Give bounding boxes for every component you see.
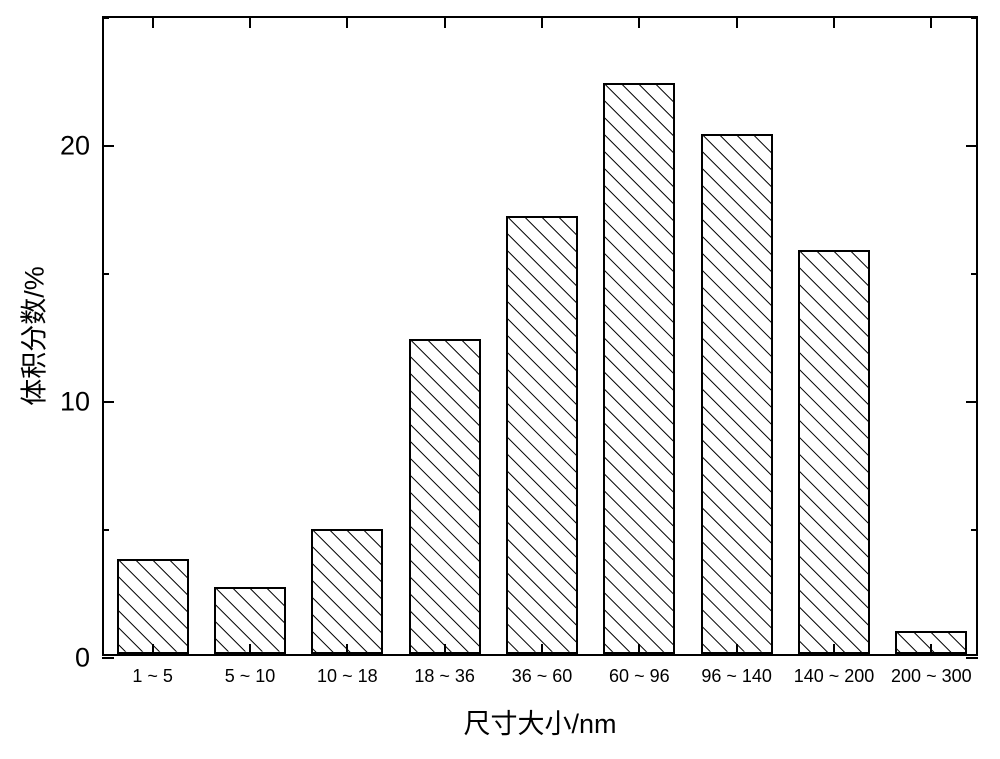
x-tick <box>930 16 932 28</box>
y-tick <box>102 145 114 147</box>
y-minor-tick <box>971 529 978 531</box>
x-tick-label: 18 ~ 36 <box>414 654 475 687</box>
bar <box>798 250 870 654</box>
y-tick-label: 0 <box>75 643 104 674</box>
x-tick <box>638 16 640 28</box>
x-tick-label: 140 ~ 200 <box>794 654 875 687</box>
x-tick <box>346 16 348 28</box>
plot-area: 010201 ~ 55 ~ 1010 ~ 1818 ~ 3636 ~ 6060 … <box>102 16 978 656</box>
y-tick-label: 10 <box>60 387 104 418</box>
x-tick-label: 200 ~ 300 <box>891 654 972 687</box>
bar <box>506 216 578 654</box>
y-tick <box>102 401 114 403</box>
bar <box>409 339 481 654</box>
x-tick-label: 96 ~ 140 <box>701 654 772 687</box>
bar <box>311 529 383 654</box>
x-axis-label: 尺寸大小/nm <box>463 702 616 741</box>
y-tick <box>102 657 114 659</box>
x-tick-label: 10 ~ 18 <box>317 654 378 687</box>
x-tick <box>736 16 738 28</box>
x-tick <box>541 16 543 28</box>
bar <box>603 83 675 654</box>
x-tick-label: 5 ~ 10 <box>225 654 276 687</box>
x-tick-label: 60 ~ 96 <box>609 654 670 687</box>
x-tick-label: 1 ~ 5 <box>132 654 173 687</box>
y-minor-tick <box>102 273 109 275</box>
y-minor-tick <box>102 17 109 19</box>
x-tick <box>444 16 446 28</box>
y-tick <box>966 145 978 147</box>
x-tick <box>152 16 154 28</box>
y-minor-tick <box>971 17 978 19</box>
y-tick-label: 20 <box>60 131 104 162</box>
x-tick <box>249 16 251 28</box>
y-minor-tick <box>102 529 109 531</box>
y-axis-label: 体积分数/% <box>13 266 52 406</box>
x-tick <box>833 16 835 28</box>
bar <box>701 134 773 654</box>
x-tick-label: 36 ~ 60 <box>512 654 573 687</box>
bar <box>117 559 189 654</box>
y-tick <box>966 401 978 403</box>
histogram-chart: 0 10 20 1 ~ 5 5 ~ 10 10 ~ 18 18 ~ 36 36 ~ 60 60 … <box>0 0 1000 759</box>
y-minor-tick <box>971 273 978 275</box>
